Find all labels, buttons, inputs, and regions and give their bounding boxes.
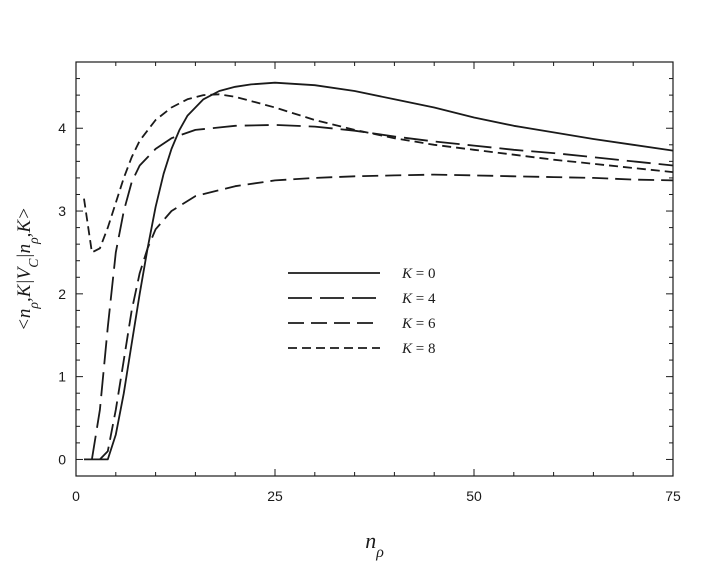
legend-label: K = 6 [401,316,436,332]
x-tick-label: 50 [466,488,482,504]
y-tick-label: 3 [58,203,66,219]
series-line-k-6 [99,173,674,461]
x-tick-label: 25 [267,488,283,504]
plot-frame-group [75,61,674,477]
legend-label: K = 4 [401,291,436,307]
legend-label: K = 0 [401,266,435,282]
y-tick-label: 1 [58,369,66,385]
y-tick-label: 2 [58,286,66,302]
y-tick-label: 0 [58,451,66,467]
y-axis-title: <nρ,K|VC|nρ,K> [14,207,41,331]
y-tick-label: 4 [58,120,66,136]
series-line-k-4 [91,124,674,460]
plot-frame [75,61,674,477]
series-line-k-0 [84,81,674,461]
x-tick-label: 0 [72,488,80,504]
x-axis-title: nρ [365,528,384,561]
legend-label: K = 8 [401,341,435,357]
series-group [83,81,674,461]
series-line-k-8 [83,93,674,254]
axis-titles: nρ <nρ,K|VC|nρ,K> [14,207,384,560]
ticks-group: 0 25 50 75 0 1 2 3 4 [58,61,681,504]
legend: K = 0 K = 4 K = 6 K = 8 [288,266,436,357]
x-tick-label: 75 [665,488,681,504]
